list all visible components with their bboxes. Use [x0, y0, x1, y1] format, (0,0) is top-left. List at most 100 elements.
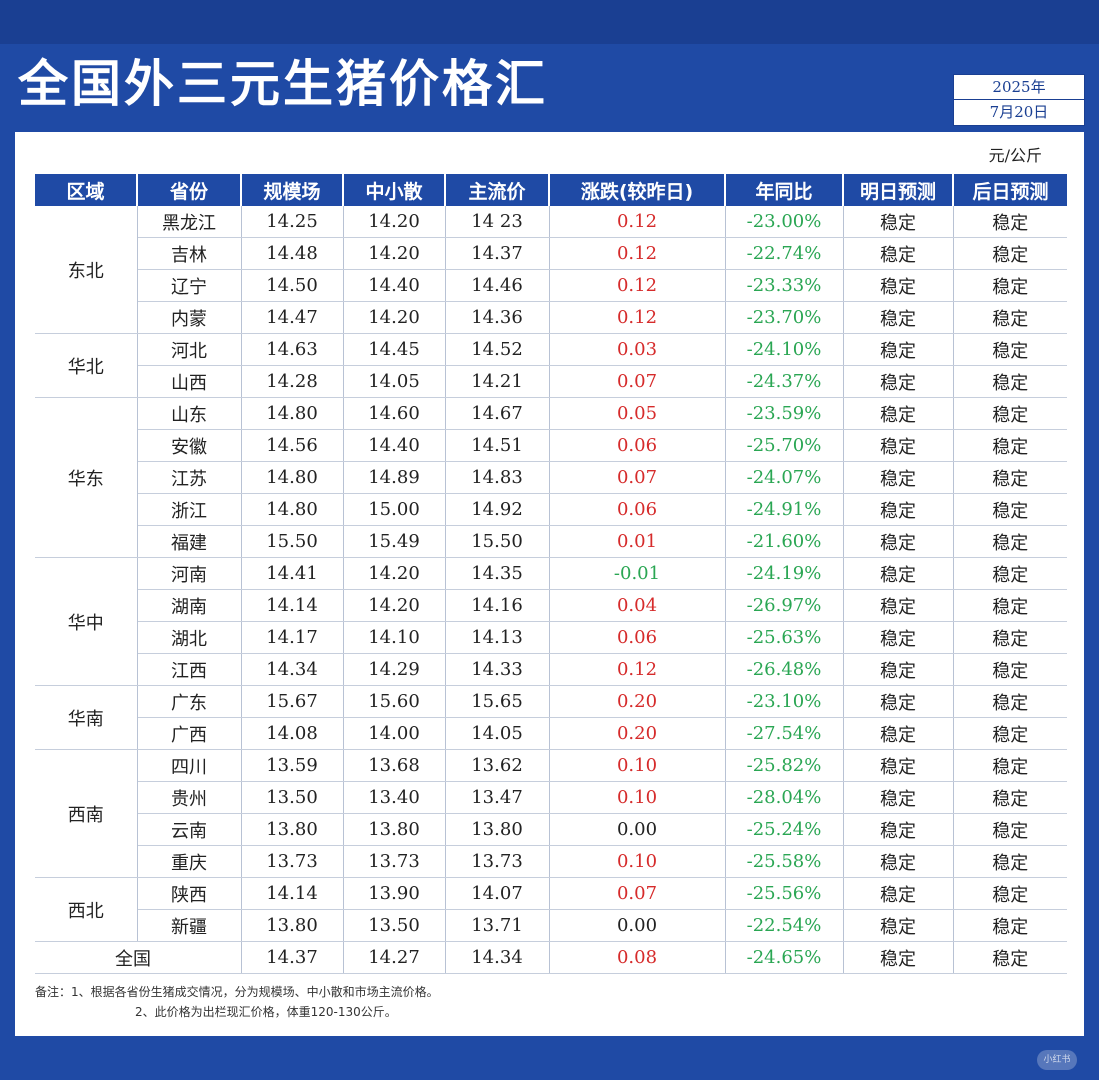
tomorrow-forecast-cell: 稳定 [843, 653, 954, 686]
watermark-badge: 小红书 [1037, 1050, 1077, 1070]
table-row: 西北 陕西 14.14 13.90 14.07 0.07 -25.56% 稳定 稳定 [35, 877, 1067, 942]
tomorrow-forecast-cell: 稳定 [843, 493, 954, 526]
province-cell: 山东 [137, 397, 242, 430]
table-row: 华北 河北 14.63 14.45 14.52 0.03 -24.10% 稳定 稳定 [35, 333, 1067, 398]
date-year: 2025年 [954, 75, 1084, 100]
province-cell: 黑龙江 [137, 206, 242, 238]
tomorrow-forecast-cell: 稳定 [843, 365, 954, 398]
table-row: 云南 13.80 13.80 13.80 0.00 -25.24% 稳定 稳定 [35, 813, 1067, 846]
change-cell: 0.03 [549, 333, 726, 366]
main-price-cell: 13.73 [445, 845, 550, 878]
change-cell: 0.06 [549, 621, 726, 654]
large-farm-cell: 15.67 [241, 685, 344, 718]
large-farm-cell: 14.34 [241, 653, 344, 686]
province-cell: 新疆 [137, 909, 242, 942]
change-cell: 0.20 [549, 685, 726, 718]
yoy-cell: -25.58% [725, 845, 844, 878]
yoy-cell: -22.74% [725, 237, 844, 270]
main-price-cell: 14.46 [445, 269, 550, 302]
small-farm-cell: 14.45 [343, 333, 446, 366]
day-after-forecast-cell: 稳定 [953, 589, 1067, 622]
large-farm-cell: 14.25 [241, 206, 344, 238]
yoy-cell: -23.59% [725, 397, 844, 430]
yoy-cell: -25.63% [725, 621, 844, 654]
change-cell: 0.04 [549, 589, 726, 622]
yoy-cell: -25.56% [725, 877, 844, 910]
header-large-farm: 规模场 [241, 174, 344, 206]
large-farm-cell: 13.80 [241, 813, 344, 846]
header-main-price: 主流价 [445, 174, 550, 206]
day-after-forecast-cell: 稳定 [953, 557, 1067, 590]
change-cell: 0.10 [549, 749, 726, 782]
main-price-cell: 15.65 [445, 685, 550, 718]
large-farm-cell: 15.50 [241, 525, 344, 558]
table-row: 安徽 14.56 14.40 14.51 0.06 -25.70% 稳定 稳定 [35, 429, 1067, 462]
main-price-cell: 14.37 [445, 237, 550, 270]
table-row: 贵州 13.50 13.40 13.47 0.10 -28.04% 稳定 稳定 [35, 781, 1067, 814]
small-farm-cell: 14.60 [343, 397, 446, 430]
small-farm-cell: 14.20 [343, 301, 446, 334]
change-cell: 0.07 [549, 877, 726, 910]
tomorrow-forecast-cell: 稳定 [843, 621, 954, 654]
yoy-cell: -23.33% [725, 269, 844, 302]
tomorrow-forecast-cell: 稳定 [843, 269, 954, 302]
large-farm-cell: 13.73 [241, 845, 344, 878]
header-row: 区域 省份 规模场 中小散 主流价 涨跌(较昨日) 年同比 明日预测 后日预测 [35, 174, 1067, 206]
change-cell: 0.08 [549, 941, 726, 974]
day-after-forecast-cell: 稳定 [953, 269, 1067, 302]
day-after-forecast-cell: 稳定 [953, 461, 1067, 494]
tomorrow-forecast-cell: 稳定 [843, 685, 954, 718]
tomorrow-forecast-cell: 稳定 [843, 813, 954, 846]
large-farm-cell: 14.63 [241, 333, 344, 366]
day-after-forecast-cell: 稳定 [953, 365, 1067, 398]
province-cell: 内蒙 [137, 301, 242, 334]
province-cell: 浙江 [137, 493, 242, 526]
large-farm-cell: 14.28 [241, 365, 344, 398]
table-row: 湖南 14.14 14.20 14.16 0.04 -26.97% 稳定 稳定 [35, 589, 1067, 622]
small-farm-cell: 13.73 [343, 845, 446, 878]
large-farm-cell: 14.80 [241, 461, 344, 494]
small-farm-cell: 14.20 [343, 206, 446, 238]
notes: 备注：1、根据各省份生猪成交情况，分为规模场、中小散和市场主流价格。 2、此价格… [35, 982, 439, 1022]
header-region: 区域 [35, 174, 138, 206]
province-cell: 陕西 [137, 877, 242, 910]
yoy-cell: -23.10% [725, 685, 844, 718]
main-price-cell: 14.83 [445, 461, 550, 494]
tomorrow-forecast-cell: 稳定 [843, 301, 954, 334]
small-farm-cell: 14.10 [343, 621, 446, 654]
day-after-forecast-cell: 稳定 [953, 237, 1067, 270]
tomorrow-forecast-cell: 稳定 [843, 909, 954, 942]
header-day-after: 后日预测 [953, 174, 1067, 206]
table-row: 吉林 14.48 14.20 14.37 0.12 -22.74% 稳定 稳定 [35, 237, 1067, 270]
day-after-forecast-cell: 稳定 [953, 397, 1067, 430]
tomorrow-forecast-cell: 稳定 [843, 333, 954, 366]
change-cell: 0.00 [549, 813, 726, 846]
region-cell: 东北 [35, 206, 138, 334]
date-box: 2025年 7月20日 [953, 74, 1085, 126]
table-row: 东北 黑龙江 14.25 14.20 14 23 0.12 -23.00% 稳定 稳定 [35, 206, 1067, 334]
large-farm-cell: 13.80 [241, 909, 344, 942]
tomorrow-forecast-cell: 稳定 [843, 845, 954, 878]
change-cell: 0.12 [549, 237, 726, 270]
small-farm-cell: 14.20 [343, 589, 446, 622]
yoy-cell: -24.37% [725, 365, 844, 398]
tomorrow-forecast-cell: 稳定 [843, 589, 954, 622]
tomorrow-forecast-cell: 稳定 [843, 237, 954, 270]
price-table: 区域 省份 规模场 中小散 主流价 涨跌(较昨日) 年同比 明日预测 后日预测 … [35, 174, 1067, 974]
province-cell: 湖南 [137, 589, 242, 622]
day-after-forecast-cell: 稳定 [953, 845, 1067, 878]
small-farm-cell: 14.89 [343, 461, 446, 494]
national-row: 全国 14.37 14.27 14.34 0.08 -24.65% 稳定 稳定 [35, 941, 1067, 974]
change-cell: 0.07 [549, 461, 726, 494]
table-row: 重庆 13.73 13.73 13.73 0.10 -25.58% 稳定 稳定 [35, 845, 1067, 878]
tomorrow-forecast-cell: 稳定 [843, 781, 954, 814]
yoy-cell: -28.04% [725, 781, 844, 814]
tomorrow-forecast-cell: 稳定 [843, 206, 954, 238]
main-price-cell: 14.52 [445, 333, 550, 366]
province-cell: 湖北 [137, 621, 242, 654]
large-farm-cell: 14.17 [241, 621, 344, 654]
region-cell: 华东 [35, 397, 138, 558]
tomorrow-forecast-cell: 稳定 [843, 941, 954, 974]
main-price-cell: 14.51 [445, 429, 550, 462]
large-farm-cell: 14.47 [241, 301, 344, 334]
